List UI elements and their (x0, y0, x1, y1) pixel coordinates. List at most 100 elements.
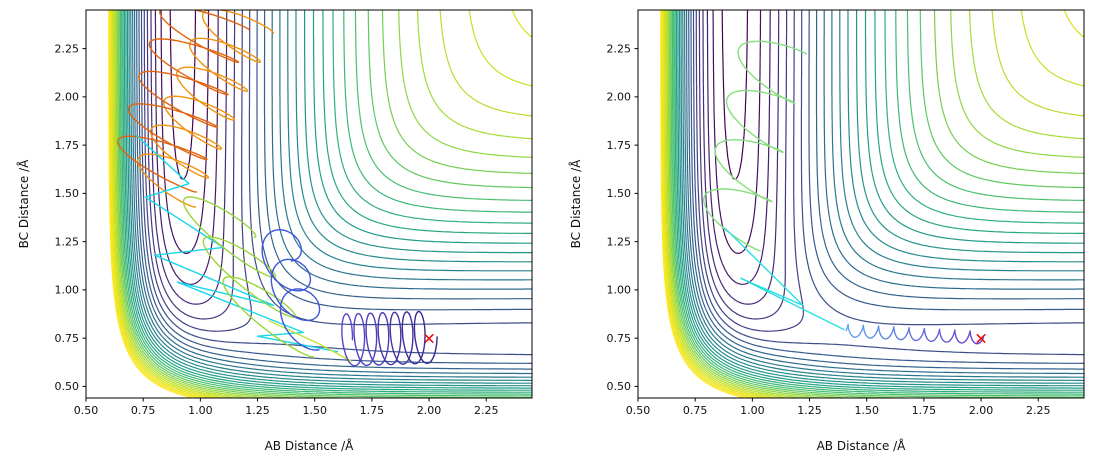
trajectory-product-vibration-2 (117, 10, 250, 193)
trajectory-reactant-vibration-indigo (379, 345, 396, 366)
x-tick-label: 1.50 (302, 404, 327, 417)
trajectory-reactant-vibration-indigo (395, 351, 412, 365)
trajectories-layer (702, 40, 985, 345)
y-axis-label: BC Distance /Å (17, 159, 31, 249)
x-tick-label: 2.25 (474, 404, 499, 417)
x-tick-label: 0.75 (683, 404, 708, 417)
left-contour-panel: 0.50 0.75 1.00 1.25 1.50 1.75 2.00 2.25 0.50 0.75… (0, 0, 552, 461)
trajectory-reactant-vibration-indigo (365, 331, 379, 366)
contour-layer (660, 10, 1084, 398)
y-tick-label: 2.00 (607, 91, 632, 104)
y-tick-label: 1.25 (55, 235, 80, 248)
axes-spines (85, 9, 533, 399)
y-tick-label: 0.75 (55, 332, 80, 345)
trajectory-reactant-vibration-indigo (372, 314, 378, 354)
y-tick-label: 0.75 (607, 332, 632, 345)
trajectory-reactant-vibration-indigo (430, 336, 438, 362)
trajectory-reactant-vibration-blue (924, 332, 934, 342)
trajectory-reactant-vibration-blue (847, 325, 855, 338)
trajectory-reactant-vibration-blue (938, 328, 942, 339)
trajectory-reactant-vibration-blue (908, 328, 916, 342)
trajectory-reactant-vibration-indigo (401, 311, 410, 332)
trajectory-reactant-vibration-blue (922, 327, 926, 334)
x-tick-label: 1.00 (188, 404, 213, 417)
trajectory-reactant-vibration-indigo (417, 310, 426, 338)
tick-labels: 0.50 0.75 1.00 1.25 1.50 1.75 2.00 2.25 0.50 0.75… (55, 42, 499, 417)
axes-spines (637, 9, 1085, 399)
trajectory-reactant-vibration-blue (871, 326, 880, 339)
start-marker (976, 333, 986, 344)
trajectory-product-vibration-1 (137, 10, 274, 208)
trajectory-reactant-vibration-indigo (343, 346, 360, 367)
x-tick-label: 0.50 (626, 404, 651, 417)
y-axis-label: BC Distance /Å (569, 159, 583, 249)
trajectory-reactant-vibration-indigo (354, 312, 365, 326)
x-tick-label: 2.00 (417, 404, 442, 417)
y-tick-label: 2.25 (55, 42, 80, 55)
trajectory-reactant-vibration-blue (879, 333, 891, 340)
trajectory-reactant-vibration-indigo (408, 313, 414, 353)
trajectory-reactant-vibration-indigo (341, 313, 347, 349)
trajectory-reactant-vibration-blue (932, 329, 941, 342)
trajectory-reactant-vibration-blue (954, 329, 960, 342)
trajectory-reactant-vibration-blue (940, 336, 952, 343)
trajectory-reactant-vibration-indigo (401, 330, 415, 365)
y-tick-label: 1.00 (55, 284, 80, 297)
trajectory-reactant-vibration-blue (862, 324, 865, 331)
trajectory-reactant-vibration-blue (877, 325, 881, 335)
trajectory-reactant-vibration-blue (906, 327, 910, 335)
trajectory-corner-bounce-cyan (135, 134, 339, 353)
trajectory-reactant-vibration-blue (853, 327, 864, 338)
right-contour-plot: 0.50 0.75 1.00 1.25 1.50 1.75 2.00 2.25 0.50 0.75… (607, 9, 1085, 417)
trajectory-reactant-vibration-indigo (380, 312, 390, 340)
trajectories-layer (117, 10, 438, 367)
trajectory-corner-loops-green (182, 196, 315, 358)
y-tick-label: 0.50 (607, 380, 632, 393)
trajectory-corner-loops-blue (261, 228, 321, 351)
trajectory-reactant-vibration-blue (896, 333, 908, 341)
y-tick-label: 1.50 (607, 187, 632, 200)
x-tick-label: 0.50 (74, 404, 99, 417)
x-tick-label: 1.50 (854, 404, 879, 417)
x-tick-label: 1.25 (797, 404, 822, 417)
x-tick-label: 1.00 (740, 404, 765, 417)
trajectory-product-vibration-green (702, 40, 807, 252)
trajectory-reactant-vibration-blue (969, 331, 977, 345)
trajectory-reactant-vibration-indigo (415, 344, 432, 364)
y-tick-label: 1.75 (607, 139, 632, 152)
trajectory-reactant-vibration-indigo (413, 311, 419, 346)
right-contour-panel: 0.50 0.75 1.00 1.25 1.50 1.75 2.00 2.25 0.50 0.75… (552, 0, 1104, 461)
start-marker (424, 333, 434, 344)
trajectory-reactant-vibration-indigo (377, 312, 383, 347)
y-tick-label: 0.50 (55, 380, 80, 393)
trajectory-reactant-vibration-indigo (365, 312, 374, 333)
x-tick-label: 1.25 (245, 404, 270, 417)
y-tick-label: 1.75 (55, 139, 80, 152)
x-tick-label: 1.75 (360, 404, 385, 417)
x-axis-label: AB Distance /Å (816, 439, 906, 453)
left-contour-plot: 0.50 0.75 1.00 1.25 1.50 1.75 2.00 2.25 0.50 0.75… (55, 9, 533, 417)
trajectory-reactant-vibration-indigo (344, 313, 354, 341)
trajectory-reactant-vibration-indigo (413, 336, 426, 365)
trajectory-reactant-vibration-indigo (358, 324, 366, 364)
trajectory-corner-bounce-cyan (724, 227, 845, 331)
x-tick-label: 0.75 (131, 404, 156, 417)
y-tick-label: 2.25 (607, 42, 632, 55)
trajectory-reactant-vibration-blue (893, 326, 899, 339)
trajectory-reactant-vibration-blue (957, 336, 969, 344)
x-tick-label: 2.25 (1026, 404, 1051, 417)
trajectory-reactant-vibration-indigo (394, 323, 402, 363)
y-tick-label: 1.00 (607, 284, 632, 297)
y-tick-label: 2.00 (55, 91, 80, 104)
x-tick-label: 2.00 (969, 404, 994, 417)
y-tick-label: 1.50 (55, 187, 80, 200)
trajectory-reactant-vibration-indigo (376, 337, 390, 366)
trajectory-reactant-vibration-indigo (359, 352, 376, 367)
trajectory-reactant-vibration-blue (863, 329, 873, 339)
tick-labels: 0.50 0.75 1.00 1.25 1.50 1.75 2.00 2.25 0.50 0.75… (607, 42, 1051, 417)
trajectory-reactant-vibration-indigo (353, 319, 361, 360)
trajectory-reactant-vibration-blue (967, 330, 971, 338)
x-tick-label: 1.75 (912, 404, 937, 417)
trajectory-reactant-vibration-blue (914, 330, 925, 342)
